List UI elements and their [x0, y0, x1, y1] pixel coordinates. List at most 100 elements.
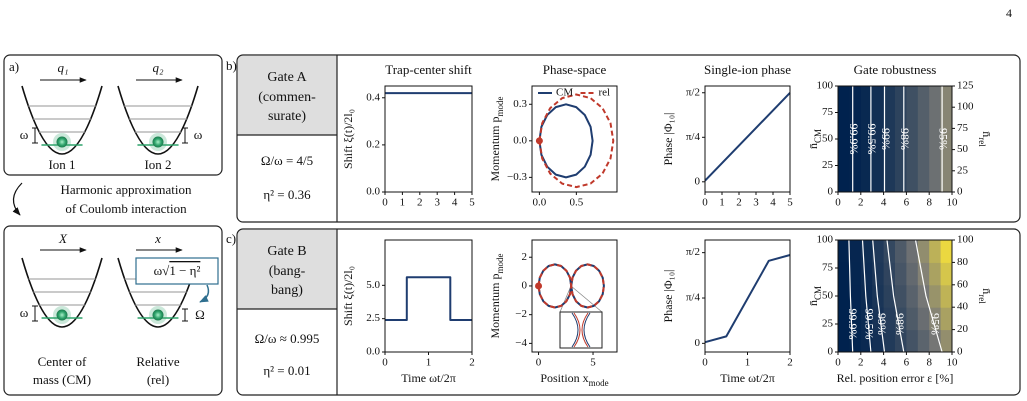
coordinate-label: q₂ [152, 60, 164, 75]
x-tick-label: 2 [858, 357, 864, 369]
x-tick-label: 5 [787, 197, 793, 209]
heat-cell [872, 86, 885, 193]
x-tick-label: 2 [417, 197, 423, 209]
heat-cell [838, 329, 850, 353]
frequency-label: ω [20, 305, 29, 320]
heat-cell [872, 329, 885, 353]
y-tick-label: 100 [817, 234, 834, 246]
heat-cell [895, 240, 907, 263]
heat-cell [917, 86, 930, 193]
heat-cell [929, 86, 942, 193]
axis-label: Phase |Φ₁₀| [661, 113, 675, 166]
y-tick-label: 0 [828, 346, 834, 358]
label-part: n̄ [980, 131, 994, 137]
x-tick-label: 1 [400, 197, 406, 209]
heat-cell [929, 240, 942, 263]
page-number: 4 [1006, 6, 1012, 20]
ion [56, 309, 68, 321]
gate-name: (bang- [269, 264, 306, 279]
contour-label: 99% [879, 128, 893, 150]
y2-tick-label: 75 [957, 122, 969, 134]
heat-cell [940, 86, 953, 193]
formula-part: ω√ [154, 263, 171, 278]
x-tick-label: 0 [382, 357, 388, 369]
mode-label: (rel) [147, 372, 169, 387]
y-tick-label: 0 [695, 337, 701, 349]
heat-cell [883, 240, 896, 263]
lamb-dicke: η² = 0.01 [263, 363, 310, 378]
axis-label: Position xmode [540, 371, 608, 388]
x-tick-label: 2 [787, 357, 793, 369]
label-part: CM [813, 129, 823, 143]
heat-cell [929, 284, 942, 308]
contour-line [848, 239, 854, 353]
heat-cell [895, 284, 907, 308]
panel-label: c) [226, 231, 236, 246]
y-tick-label: 2 [522, 251, 528, 263]
panel-b-box [236, 54, 1021, 223]
x-tick-label: 0 [702, 197, 708, 209]
axis-label: n̄rel [977, 288, 994, 304]
plot-frame [704, 85, 791, 193]
heat-cell [917, 329, 930, 353]
heat-cell [940, 307, 953, 331]
y-tick-label: 0 [522, 279, 528, 291]
panel-label: a) [9, 59, 19, 74]
y2-tick-label: 100 [957, 234, 974, 246]
ion [152, 136, 164, 148]
x-tick-label: 0 [536, 357, 542, 369]
x-tick-label: 1 [426, 357, 432, 369]
x-tick-label: 6 [904, 357, 910, 369]
y-tick-label: 0.2 [366, 138, 380, 150]
heat-cell [917, 307, 930, 331]
mode-label: mass (CM) [33, 372, 91, 387]
y-tick-label: 0 [828, 186, 834, 198]
divider [237, 229, 338, 395]
heat-cell [906, 329, 919, 353]
axis-label: Rel. position error ε [%] [837, 371, 954, 385]
plot-frame [384, 239, 473, 353]
heat-cell [895, 329, 907, 353]
bracket [32, 305, 188, 322]
heat-cell [917, 262, 930, 286]
x-tick-label: 0.5 [569, 197, 583, 209]
label-part: n̄ [980, 288, 994, 294]
potential-wells [21, 85, 199, 328]
axis-label: Time ωt/2π [401, 371, 456, 385]
bracket [32, 127, 188, 144]
y-tick-label: 0.0 [513, 134, 527, 146]
x-tick-label: 6 [904, 197, 910, 209]
y-tick-label: π/4 [686, 131, 701, 143]
heat-cell [906, 307, 919, 331]
legend-label: rel [599, 87, 611, 99]
data-line [704, 92, 791, 182]
x-tick-label: 10 [947, 357, 959, 369]
y2-tick-label: 125 [957, 80, 974, 92]
x-tick-label: 0 [835, 357, 841, 369]
ion [56, 136, 68, 148]
y-tick-label: 25 [822, 159, 834, 171]
panel-c-box [236, 228, 1021, 396]
axis-label: Shift ξ(t)/2l₀ [341, 266, 355, 326]
start-marker [535, 282, 543, 290]
ion-label: Ion 2 [144, 157, 171, 172]
x-tick-label: 3 [753, 197, 759, 209]
y-tick-label: 0.4 [366, 91, 380, 103]
frequency-label: Ω [195, 307, 205, 322]
chart-title: Phase-space [543, 62, 607, 77]
gate-name: bang) [271, 283, 303, 298]
lamb-dicke: η² = 0.36 [263, 187, 311, 202]
frequency-label: ω [194, 127, 203, 142]
x-tick-label: 5 [590, 357, 596, 369]
plot-frame [704, 239, 791, 353]
heat-cell [872, 262, 885, 286]
contour-label: 99.5% [863, 309, 877, 340]
chart-title: Trap-center shift [385, 62, 472, 77]
chart-title: Gate robustness [854, 62, 937, 77]
y-tick-label: 100 [817, 80, 834, 92]
data-line [385, 276, 472, 321]
contour-label: 98% [898, 128, 912, 150]
heat-cell [895, 262, 907, 286]
well [21, 257, 103, 328]
